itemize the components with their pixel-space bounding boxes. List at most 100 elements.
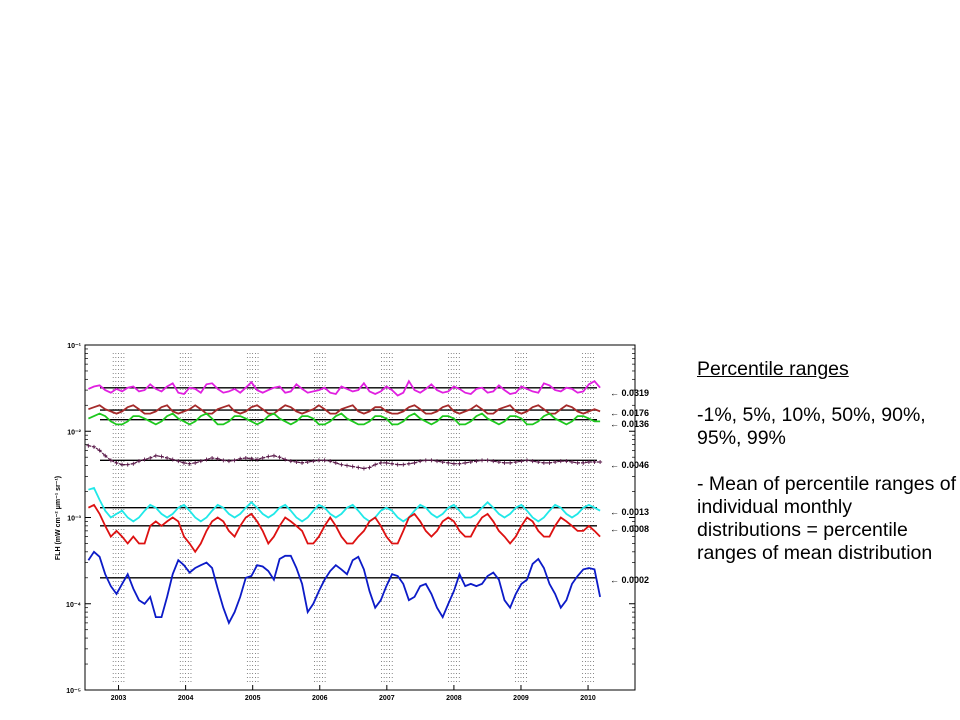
series-marker-3-4 [108, 458, 113, 463]
series-marker-3-46 [345, 463, 350, 468]
series-marker-3-49 [361, 466, 366, 471]
y-axis-label: FLH (mW cm⁻² μm⁻¹ sr⁻¹) [55, 476, 62, 560]
series-line-6 [87, 550, 601, 626]
mean-label-5: ← 0.0008 [610, 524, 649, 534]
annotation-description: - Mean of percentile ranges of individua… [697, 473, 957, 564]
series-marker-3-60 [423, 458, 428, 463]
series-marker-3-8 [131, 461, 136, 466]
x-tick-label-7: 2010 [580, 695, 596, 702]
series-marker-3-71 [485, 458, 490, 463]
vertical-grid [112, 353, 594, 682]
series-marker-3-35 [283, 457, 288, 462]
series-marker-3-53 [384, 460, 389, 465]
series-marker-3-36 [288, 459, 293, 464]
y-tick-label-3: 10⁻⁴ [66, 602, 81, 609]
series-marker-3-43 [328, 459, 333, 464]
series-marker-3-30 [255, 457, 260, 462]
mean-labels: ← 0.0319 ← 0.0176← 0.0136 ← 0.0046 ← 0.0013… [610, 388, 649, 585]
mean-label-0: ← 0.0319 [610, 388, 649, 398]
series-marker-3-65 [451, 461, 456, 466]
series-marker-3-3 [103, 453, 108, 458]
series-marker-3-38 [300, 460, 305, 465]
series-marker-3-32 [266, 454, 271, 459]
annotation-percentiles: -1%, 5%, 10%, 50%, 90%, 95%, 99% [697, 404, 926, 449]
x-tick-label-0: 2003 [111, 695, 127, 702]
annotation-panel: Percentile ranges -1%, 5%, 10%, 50%, 90%… [697, 358, 959, 588]
series-marker-3-17 [181, 460, 186, 465]
series-marker-3-75 [508, 460, 513, 465]
series-marker-3-37 [294, 460, 299, 465]
series-marker-3-55 [395, 462, 400, 467]
series-marker-3-44 [333, 460, 338, 465]
x-tick-label-2: 2005 [245, 695, 261, 702]
series-marker-3-21 [204, 457, 209, 462]
series-marker-3-67 [463, 460, 468, 465]
series-marker-3-91 [598, 460, 603, 465]
series-line-4 [88, 486, 601, 523]
x-tick-label-1: 2004 [178, 695, 194, 702]
series-line-2 [88, 412, 601, 426]
series-marker-3-68 [468, 460, 473, 465]
series-marker-3-80 [536, 460, 541, 465]
series-marker-3-86 [570, 460, 575, 465]
series-marker-3-40 [311, 459, 316, 464]
series-marker-3-89 [586, 460, 591, 465]
y-tick-label-0: 10⁻¹ [67, 343, 81, 350]
series-marker-3-77 [519, 459, 524, 464]
y-tick-label-4: 10⁻⁵ [66, 688, 81, 695]
series-marker-3-6 [120, 462, 125, 467]
series-marker-3-85 [564, 459, 569, 464]
series-marker-3-87 [575, 460, 580, 465]
series-marker-3-18 [187, 461, 192, 466]
series-marker-3-12 [153, 453, 158, 458]
series-marker-3-28 [243, 455, 248, 460]
annotation-title: Percentile ranges [697, 358, 849, 380]
series-marker-3-34 [277, 455, 282, 460]
series-marker-3-15 [170, 457, 175, 462]
series-marker-3-16 [176, 459, 181, 464]
axis-layer: 2003 2004 2005 2006 2007 2008 2009 2010 10⁻¹ 10⁻²… [66, 343, 635, 702]
series-marker-3-90 [592, 460, 597, 465]
series-marker-3-63 [440, 460, 445, 465]
series-marker-3-33 [271, 453, 276, 458]
series-marker-3-22 [210, 455, 215, 460]
series-marker-3-48 [356, 465, 361, 470]
x-tick-label-6: 2009 [513, 695, 529, 702]
series-line-1 [88, 404, 601, 415]
x-tick-label-4: 2007 [379, 695, 395, 702]
series-marker-3-26 [232, 458, 237, 463]
x-tick-label-3: 2006 [312, 695, 328, 702]
series-marker-3-78 [525, 458, 530, 463]
series-marker-3-42 [322, 458, 327, 463]
mean-label-3: ← 0.0046 [610, 460, 649, 470]
series-marker-3-11 [148, 455, 153, 460]
series-marker-3-72 [491, 459, 496, 464]
series-marker-3-58 [412, 460, 417, 465]
series-marker-3-13 [159, 454, 164, 459]
series-marker-3-29 [249, 456, 254, 461]
series-marker-3-39 [305, 460, 310, 465]
series-marker-3-79 [530, 459, 535, 464]
series-marker-3-20 [198, 459, 203, 464]
mean-label-2: ← 0.0136 [610, 419, 649, 429]
series-marker-3-81 [541, 460, 546, 465]
series-marker-3-10 [142, 457, 147, 462]
series-marker-3-61 [429, 458, 434, 463]
series-line-0 [88, 379, 601, 397]
series-marker-3-23 [215, 456, 220, 461]
series-marker-3-51 [373, 462, 378, 467]
series-marker-3-1 [91, 444, 96, 449]
series-marker-3-27 [238, 456, 243, 461]
series-line-5 [87, 503, 601, 554]
series-marker-3-5 [114, 460, 119, 465]
series-marker-3-25 [226, 459, 231, 464]
series-marker-3-41 [316, 458, 321, 463]
x-tick-label-5: 2008 [446, 695, 462, 702]
series-marker-3-2 [97, 448, 102, 453]
series-marker-3-56 [401, 462, 406, 467]
series-marker-3-64 [446, 460, 451, 465]
y-tick-label-1: 10⁻² [67, 429, 81, 436]
series-marker-3-88 [581, 460, 586, 465]
series-marker-3-70 [480, 458, 485, 463]
